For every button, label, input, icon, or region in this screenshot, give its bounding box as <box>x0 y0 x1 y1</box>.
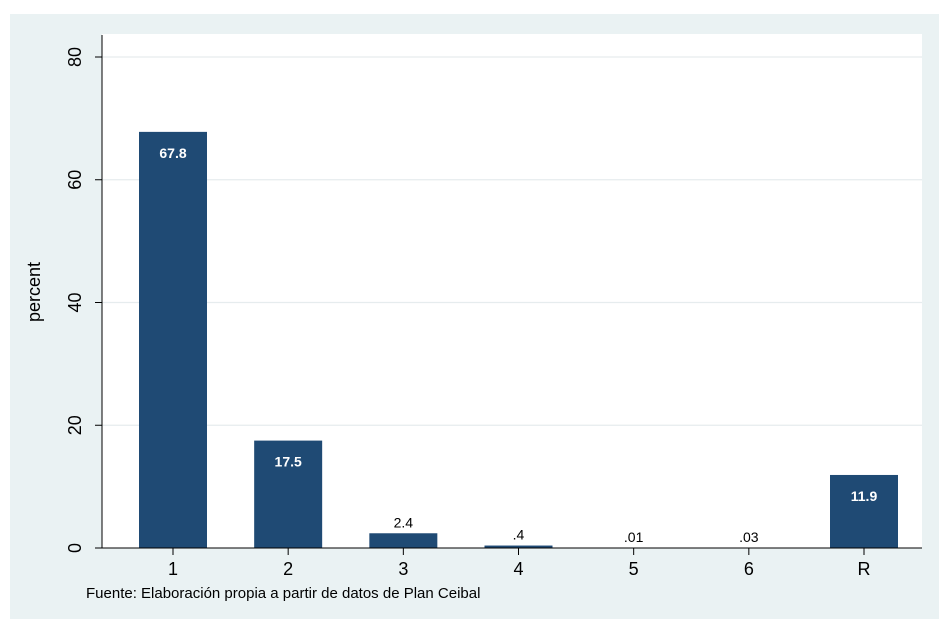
x-tick-label-5: 5 <box>629 559 639 579</box>
bar-value-label-1: 67.8 <box>159 145 186 161</box>
x-tick-label-2: 2 <box>283 559 293 579</box>
y-tick-label-0: 0 <box>65 543 85 553</box>
x-tick-label-R: R <box>858 559 871 579</box>
bar-R <box>830 474 898 548</box>
bar-2 <box>254 440 323 548</box>
bar-4 <box>484 545 553 548</box>
bar-value-label-R: 11.9 <box>851 488 878 504</box>
y-axis-title: percent <box>24 262 44 322</box>
bar-value-label-2: 17.5 <box>275 454 302 470</box>
bar-value-label-6: .03 <box>739 529 759 545</box>
bar-value-label-5: .01 <box>624 529 644 545</box>
gridlines <box>102 56 922 426</box>
plot-area <box>102 34 922 548</box>
x-tick-label-4: 4 <box>513 559 523 579</box>
bar-3 <box>369 533 438 548</box>
y-tick-label-20: 20 <box>65 415 85 435</box>
y-tick-label-60: 60 <box>65 170 85 190</box>
source-note: Fuente: Elaboración propia a partir de d… <box>86 585 481 602</box>
bar-value-label-4: .4 <box>513 527 525 543</box>
y-tick-label-80: 80 <box>65 47 85 67</box>
bar-value-label-3: 2.4 <box>394 514 414 530</box>
y-tick-label-40: 40 <box>65 292 85 312</box>
x-tick-label-1: 1 <box>168 559 178 579</box>
axes: 0 20 40 60 80 1 2 3 4 5 6 R <box>65 35 922 579</box>
x-tick-label-3: 3 <box>398 559 408 579</box>
x-tick-label-6: 6 <box>744 559 754 579</box>
bars: 67.8 17.5 2.4 .4 .01 .03 11.9 <box>139 131 898 548</box>
bar-1 <box>139 131 207 548</box>
